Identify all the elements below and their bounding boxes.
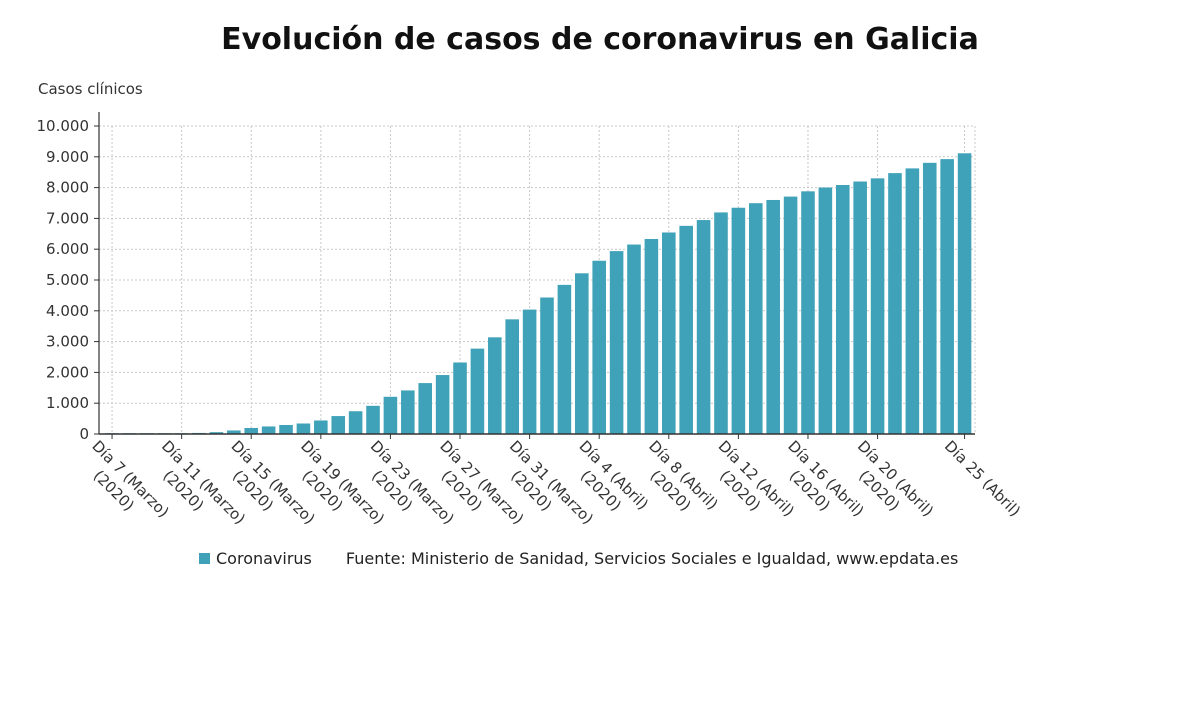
bar — [244, 427, 259, 434]
x-tick-label: Día 8 (Abril)(2020) — [645, 437, 721, 515]
bar — [662, 232, 676, 434]
y-tick-label: 8.000 — [46, 179, 89, 197]
bar — [575, 273, 589, 434]
bar — [331, 416, 346, 434]
bar — [227, 430, 241, 434]
bar — [957, 153, 972, 434]
y-tick-label: 0 — [79, 425, 89, 443]
bars — [105, 153, 972, 435]
source-note: Fuente: Ministerio de Sanidad, Servicios… — [345, 549, 959, 568]
y-axis-label: Casos clínicos — [38, 80, 143, 98]
legend-swatch — [199, 553, 210, 564]
bar — [783, 196, 798, 434]
bar — [314, 420, 328, 434]
x-tick-label: Día 25 (Abril) — [941, 437, 1024, 520]
legend: Coronavirus Fuente: Ministerio de Sanida… — [199, 549, 958, 568]
bar — [592, 260, 606, 434]
y-tick-label: 4.000 — [46, 302, 89, 320]
y-tick-label: 10.000 — [37, 117, 90, 135]
chart-title: Evolución de casos de coronavirus en Gal… — [221, 22, 979, 57]
bar — [348, 411, 363, 434]
bar — [488, 337, 502, 434]
y-tick-label: 7.000 — [46, 209, 89, 227]
bar — [870, 178, 885, 434]
bar — [505, 319, 519, 434]
bar — [627, 244, 641, 434]
bar — [209, 432, 224, 434]
x-tick-label-line1: Día 25 (Abril) — [941, 437, 1024, 520]
bar — [922, 162, 937, 435]
bar — [679, 225, 693, 434]
bar — [748, 203, 763, 434]
bar — [888, 173, 902, 434]
legend-series-label: Coronavirus — [216, 549, 312, 568]
bar — [435, 375, 450, 434]
bar — [940, 159, 954, 435]
bar — [905, 168, 920, 434]
y-tick-label: 3.000 — [46, 333, 89, 351]
y-tick-label: 5.000 — [46, 271, 89, 289]
bar — [470, 348, 485, 434]
y-tick-label: 2.000 — [46, 363, 89, 381]
bar — [540, 297, 554, 434]
y-tick-label: 6.000 — [46, 240, 89, 258]
bar-chart: 0 1.000 2.000 3.000 4.000 5.000 6.000 7.000 8.00… — [37, 112, 1024, 528]
y-tick-label: 1.000 — [46, 394, 89, 412]
bar — [296, 423, 311, 434]
bar — [418, 383, 433, 434]
bar — [853, 181, 867, 434]
y-tick-labels: 0 1.000 2.000 3.000 4.000 5.000 6.000 7.000 8.00… — [37, 117, 90, 443]
bar — [644, 239, 659, 434]
bar — [557, 284, 572, 434]
x-tick-label: Día 12 (Abril)(2020) — [715, 437, 798, 520]
bar — [818, 187, 833, 434]
bar — [731, 207, 746, 434]
bar — [453, 362, 467, 434]
bar — [366, 405, 380, 434]
bar — [401, 390, 415, 434]
x-tick-labels: Día 7 (Marzo)(2020) Día 11 (Marzo)(2020) D… — [88, 437, 1024, 528]
x-tick-label: Día 7 (Marzo)(2020) — [88, 437, 172, 521]
bar — [609, 251, 624, 434]
bar — [522, 309, 537, 434]
bar — [766, 199, 780, 434]
bar — [801, 191, 815, 434]
bar — [835, 185, 850, 434]
bar — [714, 212, 728, 434]
bar — [261, 426, 276, 434]
axes — [94, 112, 975, 439]
y-tick-label: 9.000 — [46, 148, 89, 166]
bar — [696, 220, 711, 434]
bar — [279, 425, 293, 434]
bar — [383, 396, 398, 434]
